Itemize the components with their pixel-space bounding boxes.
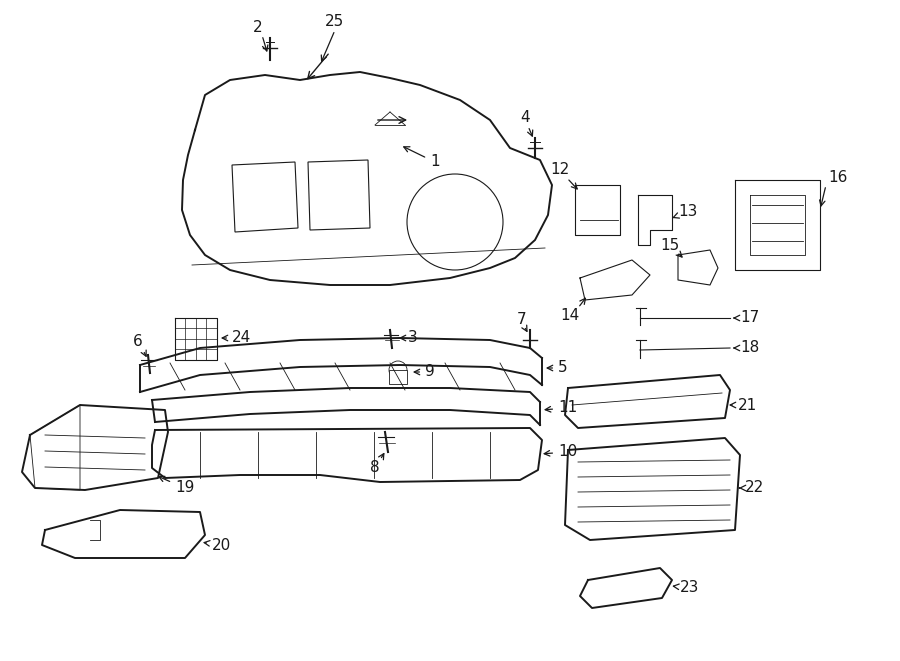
Circle shape	[389, 361, 407, 379]
Text: 1: 1	[404, 147, 439, 169]
Text: 25: 25	[326, 15, 345, 30]
Text: 20: 20	[204, 537, 231, 553]
Text: 22: 22	[740, 481, 764, 496]
Text: 7: 7	[518, 313, 526, 327]
Text: 9: 9	[414, 364, 435, 379]
Text: 10: 10	[544, 444, 577, 459]
Text: 4: 4	[520, 110, 530, 126]
Text: 14: 14	[561, 307, 580, 323]
Text: 17: 17	[734, 311, 760, 325]
Text: 5: 5	[547, 360, 568, 375]
Text: 21: 21	[730, 397, 757, 412]
Text: 19: 19	[158, 477, 194, 496]
Text: 13: 13	[672, 204, 698, 219]
Text: 6: 6	[133, 334, 143, 350]
Text: 23: 23	[673, 580, 699, 596]
Text: 18: 18	[734, 340, 760, 356]
Text: 12: 12	[551, 163, 570, 178]
Bar	[389, 370, 407, 384]
Text: 15: 15	[661, 237, 680, 253]
Text: 16: 16	[828, 171, 848, 186]
Text: 3: 3	[400, 330, 418, 346]
Text: 8: 8	[370, 461, 380, 475]
Text: 11: 11	[545, 401, 577, 416]
Text: 2: 2	[253, 20, 263, 36]
Text: 24: 24	[222, 330, 251, 346]
